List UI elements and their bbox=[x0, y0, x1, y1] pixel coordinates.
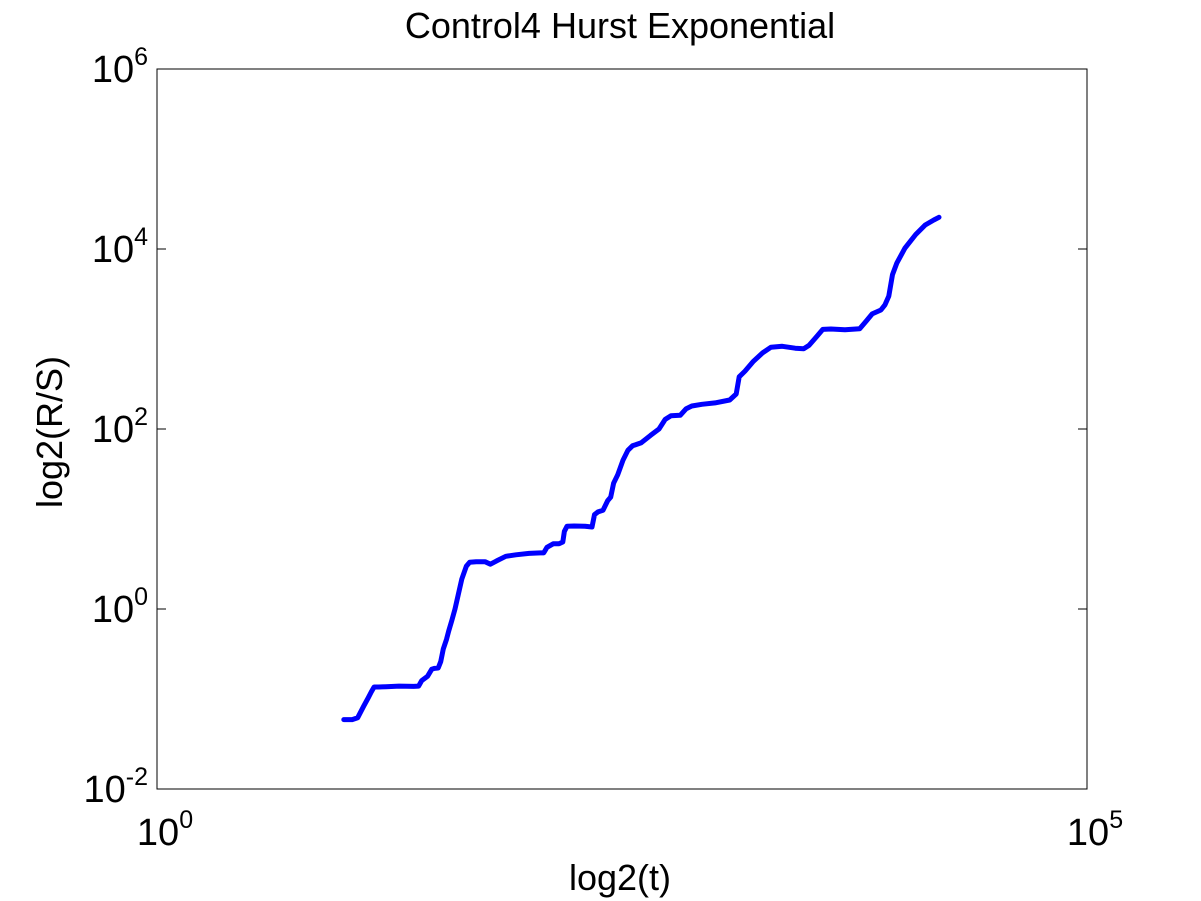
x-tick-label: 105 bbox=[1067, 806, 1123, 854]
x-tick-label: 100 bbox=[137, 806, 193, 854]
chart-title: Control4 Hurst Exponential bbox=[405, 5, 835, 46]
hurst-series-line bbox=[341, 214, 942, 723]
y-axis-label: log2(R/S) bbox=[29, 356, 70, 508]
x-axis-label: log2(t) bbox=[569, 857, 671, 898]
y-tick-label: 100 bbox=[92, 583, 148, 631]
x-tick-labels: 100 105 bbox=[137, 806, 1123, 854]
y-tick-label: 104 bbox=[92, 223, 148, 271]
y-tick-label: 106 bbox=[92, 43, 148, 91]
y-tick-labels: 10-2 100 102 104 106 bbox=[83, 43, 148, 811]
y-tick-label: 10-2 bbox=[83, 763, 148, 811]
tick-marks bbox=[156, 68, 1088, 790]
y-tick-label: 102 bbox=[92, 403, 148, 451]
